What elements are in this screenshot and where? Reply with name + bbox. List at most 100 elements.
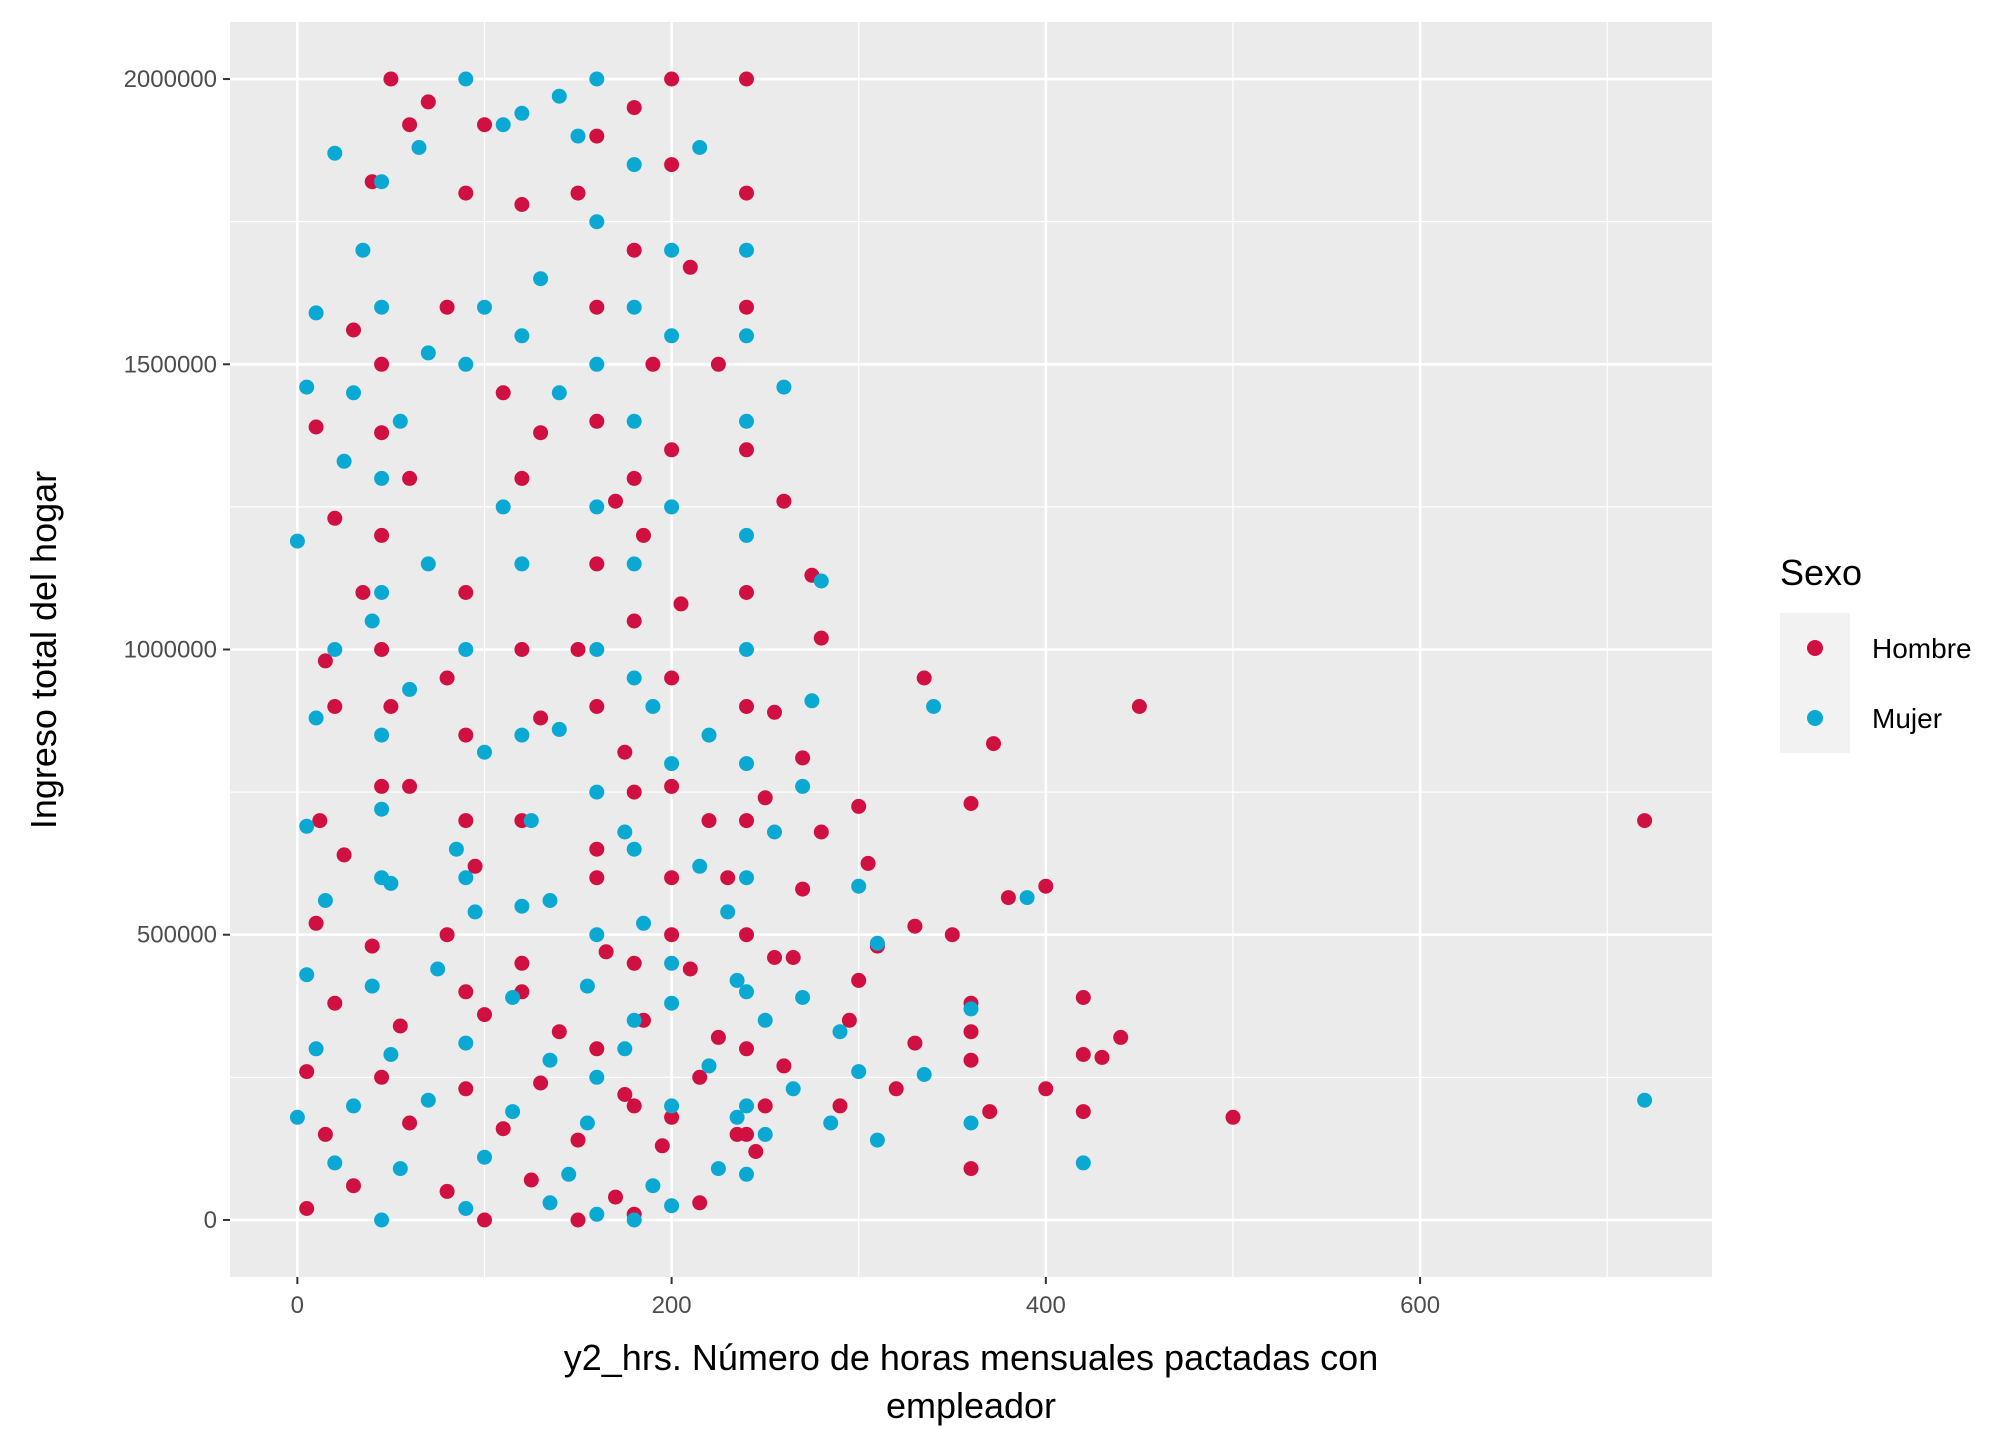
point-mujer (336, 453, 352, 469)
point-mujer (289, 1109, 305, 1125)
point-hombre (1000, 890, 1016, 906)
point-mujer (346, 1098, 361, 1114)
point-hombre (1113, 1029, 1129, 1045)
point-hombre (402, 778, 418, 794)
point-hombre (739, 1041, 754, 1057)
point-mujer (299, 379, 315, 395)
point-mujer (739, 527, 754, 543)
point-mujer (589, 784, 605, 800)
point-mujer (785, 1081, 801, 1097)
point-hombre (458, 984, 474, 1000)
point-mujer (542, 893, 558, 908)
legend-key-mujer (1807, 710, 1823, 726)
point-hombre (739, 813, 754, 829)
point-mujer (617, 824, 633, 840)
point-hombre (888, 1081, 904, 1097)
point-mujer (542, 1052, 558, 1068)
point-hombre (841, 1012, 857, 1028)
point-hombre (617, 744, 633, 760)
x-tick-label: 400 (1026, 1292, 1066, 1319)
point-mujer (851, 878, 867, 894)
point-mujer (430, 961, 446, 977)
point-mujer (477, 744, 492, 760)
point-mujer (589, 1206, 605, 1222)
point-mujer (757, 1012, 773, 1028)
point-hombre (710, 1029, 726, 1045)
point-mujer (869, 1132, 885, 1148)
point-mujer (495, 117, 511, 133)
point-mujer (374, 801, 390, 817)
point-hombre (963, 1052, 979, 1068)
point-hombre (664, 670, 680, 686)
point-hombre (402, 1115, 418, 1131)
point-hombre (402, 117, 418, 133)
point-hombre (570, 185, 586, 201)
point-hombre (944, 927, 960, 943)
point-hombre (813, 824, 829, 840)
y-axis-ticks: 0 500000 1000000 1500000 2000000 (124, 66, 230, 1234)
point-hombre (364, 938, 380, 954)
point-hombre (701, 813, 717, 829)
point-hombre (739, 442, 754, 458)
point-mujer (589, 1069, 605, 1085)
point-hombre (692, 1195, 708, 1211)
point-mujer (963, 1115, 979, 1131)
point-hombre (383, 699, 399, 714)
point-hombre (664, 442, 680, 458)
point-hombre (458, 1081, 474, 1097)
point-mujer (374, 174, 390, 190)
point-hombre (776, 1058, 792, 1074)
point-mujer (327, 145, 343, 161)
point-mujer (374, 585, 390, 600)
y-axis-title: Ingreso total del hogar (23, 471, 64, 829)
grid-major (230, 22, 1712, 1277)
point-mujer (523, 813, 539, 829)
legend-title: Sexo (1780, 552, 1862, 593)
point-mujer (720, 904, 736, 920)
point-hombre (383, 71, 399, 87)
point-hombre (795, 750, 811, 766)
point-mujer (383, 1047, 399, 1062)
point-mujer (739, 413, 754, 429)
point-mujer (739, 642, 754, 657)
point-hombre (1131, 699, 1147, 714)
point-hombre (514, 642, 530, 657)
point-hombre (636, 527, 651, 543)
point-hombre (523, 1172, 539, 1188)
point-hombre (374, 527, 390, 543)
point-mujer (692, 858, 708, 874)
point-mujer (402, 681, 418, 697)
point-mujer (551, 721, 567, 737)
x-tick-label: 600 (1400, 1292, 1440, 1319)
point-hombre (1075, 1047, 1091, 1062)
point-mujer (664, 955, 680, 971)
point-mujer (739, 1166, 754, 1182)
point-hombre (645, 356, 661, 372)
point-mujer (542, 1195, 558, 1211)
point-mujer (795, 778, 811, 794)
point-hombre (467, 858, 483, 874)
point-hombre (907, 1035, 923, 1051)
point-hombre (739, 699, 754, 714)
point-mujer (916, 1067, 932, 1082)
point-mujer (739, 870, 754, 886)
point-mujer (767, 824, 782, 840)
point-hombre (374, 425, 390, 441)
y-tick-label: 500000 (137, 922, 217, 949)
point-mujer (626, 1212, 642, 1228)
point-hombre (514, 955, 530, 971)
point-hombre (664, 870, 680, 886)
point-mujer (1075, 1155, 1091, 1171)
point-mujer (308, 1041, 324, 1057)
point-hombre (439, 927, 455, 943)
point-hombre (317, 1126, 333, 1142)
point-hombre (327, 510, 343, 526)
point-hombre (692, 1069, 708, 1085)
point-hombre (729, 1126, 745, 1142)
point-mujer (514, 727, 530, 743)
point-mujer (374, 299, 390, 315)
point-mujer (963, 1001, 979, 1017)
point-hombre (346, 1178, 361, 1194)
point-mujer (289, 533, 305, 549)
point-hombre (813, 630, 829, 646)
